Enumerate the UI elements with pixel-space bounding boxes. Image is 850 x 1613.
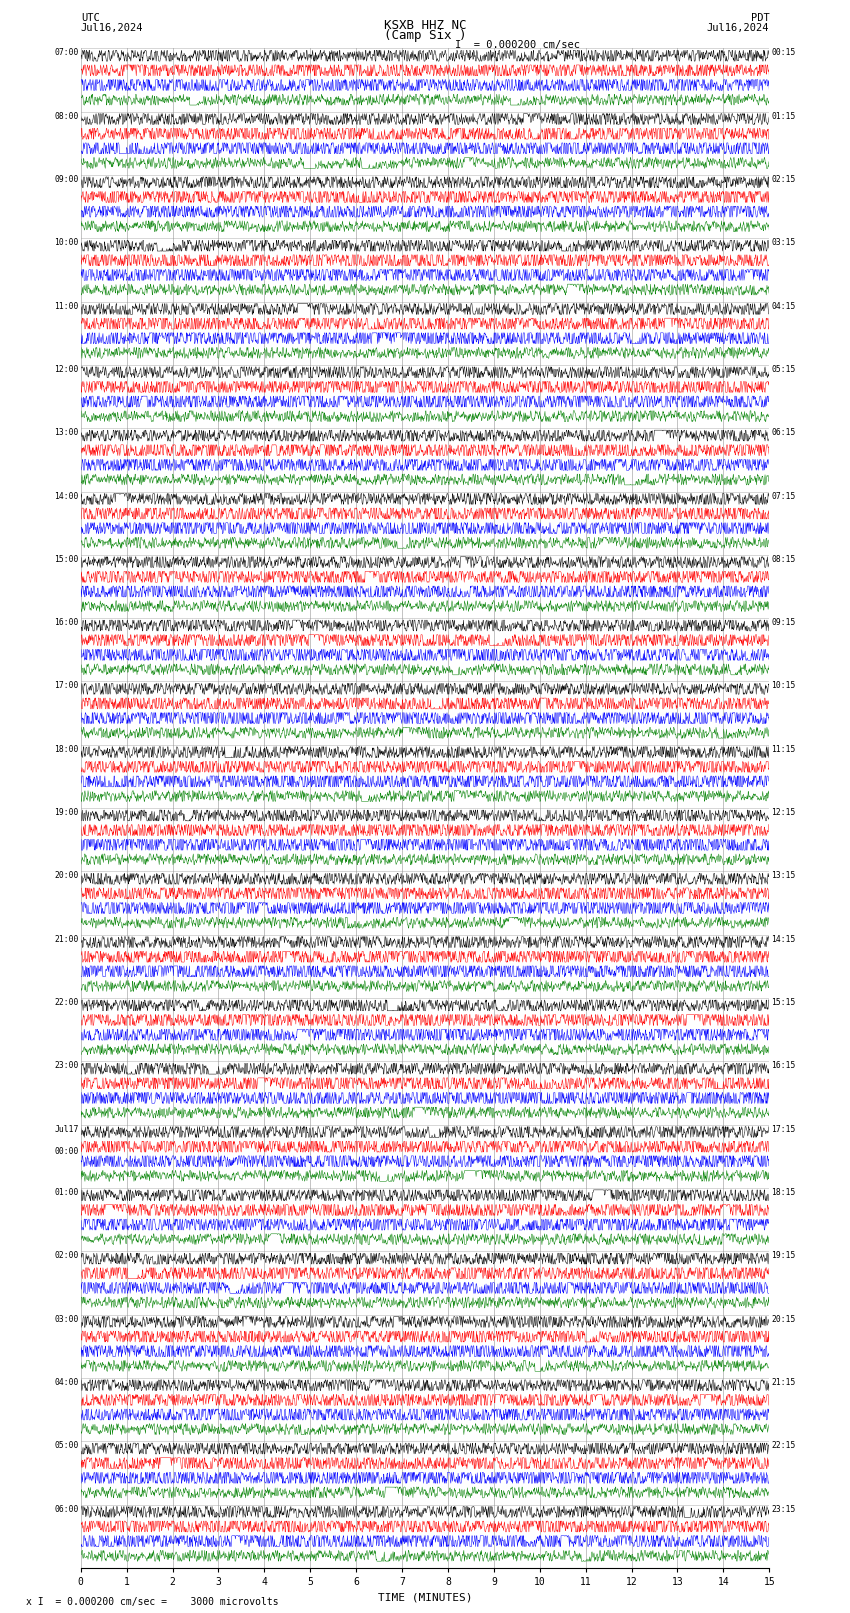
Text: 09:15: 09:15 (771, 618, 796, 627)
Text: 03:00: 03:00 (54, 1315, 79, 1324)
Text: 16:00: 16:00 (54, 618, 79, 627)
Text: 22:15: 22:15 (771, 1442, 796, 1450)
Text: 06:00: 06:00 (54, 1505, 79, 1513)
Text: 16:15: 16:15 (771, 1061, 796, 1071)
Text: 15:15: 15:15 (771, 998, 796, 1007)
Text: PDT: PDT (751, 13, 769, 23)
Text: 18:15: 18:15 (771, 1187, 796, 1197)
Text: 02:15: 02:15 (771, 176, 796, 184)
Text: 01:15: 01:15 (771, 111, 796, 121)
Text: 20:00: 20:00 (54, 871, 79, 881)
Text: 00:15: 00:15 (771, 48, 796, 58)
Text: 12:00: 12:00 (54, 365, 79, 374)
Text: 00:00: 00:00 (54, 1147, 79, 1157)
Text: 21:00: 21:00 (54, 936, 79, 944)
Text: 01:00: 01:00 (54, 1187, 79, 1197)
Text: 09:00: 09:00 (54, 176, 79, 184)
Text: UTC: UTC (81, 13, 99, 23)
Text: 07:15: 07:15 (771, 492, 796, 500)
Text: (Camp Six ): (Camp Six ) (383, 29, 467, 42)
Text: 02:00: 02:00 (54, 1252, 79, 1260)
Text: 23:15: 23:15 (771, 1505, 796, 1513)
Text: 08:15: 08:15 (771, 555, 796, 565)
Text: 03:15: 03:15 (771, 239, 796, 247)
X-axis label: TIME (MINUTES): TIME (MINUTES) (377, 1592, 473, 1602)
Text: 22:00: 22:00 (54, 998, 79, 1007)
Text: x I  = 0.000200 cm/sec =    3000 microvolts: x I = 0.000200 cm/sec = 3000 microvolts (26, 1597, 278, 1607)
Text: 08:00: 08:00 (54, 111, 79, 121)
Text: 11:15: 11:15 (771, 745, 796, 753)
Text: 15:00: 15:00 (54, 555, 79, 565)
Text: 19:15: 19:15 (771, 1252, 796, 1260)
Text: 19:00: 19:00 (54, 808, 79, 818)
Text: Jul16,2024: Jul16,2024 (81, 23, 144, 32)
Text: KSXB HHZ NC: KSXB HHZ NC (383, 19, 467, 32)
Text: 13:00: 13:00 (54, 429, 79, 437)
Text: 06:15: 06:15 (771, 429, 796, 437)
Text: 14:00: 14:00 (54, 492, 79, 500)
Text: 04:00: 04:00 (54, 1378, 79, 1387)
Text: 17:00: 17:00 (54, 682, 79, 690)
Text: 05:15: 05:15 (771, 365, 796, 374)
Text: Jul16,2024: Jul16,2024 (706, 23, 769, 32)
Text: I  = 0.000200 cm/sec: I = 0.000200 cm/sec (455, 40, 580, 50)
Text: 14:15: 14:15 (771, 936, 796, 944)
Text: 10:15: 10:15 (771, 682, 796, 690)
Text: 05:00: 05:00 (54, 1442, 79, 1450)
Text: 23:00: 23:00 (54, 1061, 79, 1071)
Text: 11:00: 11:00 (54, 302, 79, 311)
Text: 12:15: 12:15 (771, 808, 796, 818)
Text: 13:15: 13:15 (771, 871, 796, 881)
Text: 07:00: 07:00 (54, 48, 79, 58)
Text: 10:00: 10:00 (54, 239, 79, 247)
Text: 17:15: 17:15 (771, 1124, 796, 1134)
Text: 20:15: 20:15 (771, 1315, 796, 1324)
Text: 04:15: 04:15 (771, 302, 796, 311)
Text: 21:15: 21:15 (771, 1378, 796, 1387)
Text: 18:00: 18:00 (54, 745, 79, 753)
Text: Jul17: Jul17 (54, 1124, 79, 1134)
